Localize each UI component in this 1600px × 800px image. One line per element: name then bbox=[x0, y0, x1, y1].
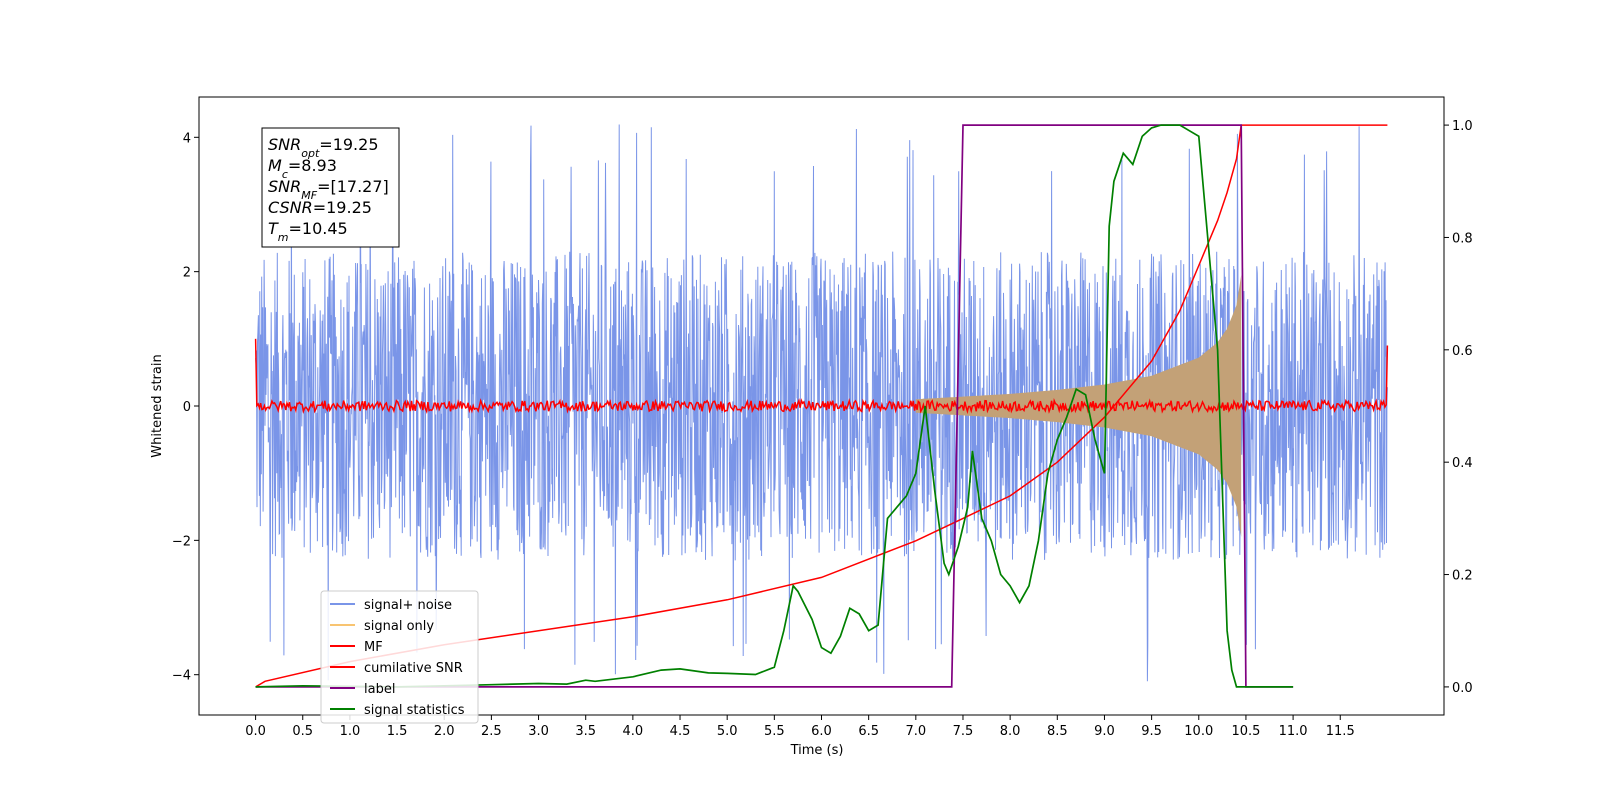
mf-series-line bbox=[254, 338, 1389, 415]
stats-annotation-subscript: opt bbox=[301, 147, 320, 160]
stats-annotation-value: =19.25 bbox=[313, 198, 372, 217]
x-tick-label: 6.5 bbox=[858, 724, 879, 739]
stats-annotation-frame bbox=[261, 127, 400, 248]
x-tick-label: 6.0 bbox=[811, 724, 832, 739]
y2-tick-label: 0.8 bbox=[1452, 231, 1473, 246]
legend-label: signal only bbox=[364, 619, 434, 634]
y2-tick-label: 0.6 bbox=[1452, 344, 1473, 359]
stats-annotation-line: Tm=10.45 bbox=[268, 219, 348, 244]
stats-annotation-line: CSNR=19.25 bbox=[268, 198, 372, 217]
stats-annotation-line: Mc=8.93 bbox=[268, 156, 337, 181]
x-axis-label: Time (s) bbox=[790, 743, 844, 758]
legend-label: signal+ noise bbox=[364, 598, 452, 613]
y2-tick-label: 0.0 bbox=[1452, 681, 1473, 696]
stats-annotation-symbol: T bbox=[268, 219, 279, 238]
x-tick-label: 9.0 bbox=[1094, 724, 1115, 739]
legend-frame bbox=[320, 590, 479, 724]
stats-annotation-line: SNRMF=[17.27] bbox=[268, 177, 389, 202]
y-axis-ticks: −4 −2 0 2 4 bbox=[172, 131, 199, 684]
legend-label: MF bbox=[364, 640, 383, 655]
stats-annotation-subscript: MF bbox=[301, 189, 317, 202]
y-tick-label: −2 bbox=[172, 534, 191, 549]
legend-label: cumilative SNR bbox=[364, 661, 463, 676]
x-tick-label: 0.0 bbox=[245, 724, 266, 739]
x-tick-label: 5.5 bbox=[764, 724, 785, 739]
stats-annotation-symbol: CSNR bbox=[268, 198, 313, 217]
stats-annotation-box: SNRopt=19.25Mc=8.93SNRMF=[17.27]CSNR=19.… bbox=[261, 127, 400, 248]
x-tick-label: 9.5 bbox=[1141, 724, 1162, 739]
y2-tick-label: 1.0 bbox=[1452, 119, 1473, 134]
x-tick-label: 10.0 bbox=[1184, 724, 1213, 739]
x-tick-label: 0.5 bbox=[292, 724, 313, 739]
y-tick-label: 4 bbox=[183, 131, 191, 146]
signal-noise-series-line bbox=[255, 124, 1388, 682]
legend: signal+ noise signal only MF cumilative SNR… bbox=[320, 590, 479, 724]
stats-annotation-symbol: SNR bbox=[268, 135, 301, 154]
x-tick-label: 4.5 bbox=[670, 724, 691, 739]
x-tick-label: 3.0 bbox=[528, 724, 549, 739]
x-tick-label: 11.5 bbox=[1326, 724, 1355, 739]
y2-tick-label: 0.4 bbox=[1452, 456, 1473, 471]
stats-annotation-subscript: c bbox=[282, 168, 288, 181]
x-tick-label: 2.5 bbox=[481, 724, 502, 739]
y-tick-label: 0 bbox=[183, 400, 191, 415]
y2-axis-ticks: 0.0 0.2 0.4 0.6 0.8 1.0 bbox=[1444, 119, 1473, 696]
x-tick-label: 11.0 bbox=[1279, 724, 1308, 739]
x-tick-label: 3.5 bbox=[575, 724, 596, 739]
x-tick-label: 10.5 bbox=[1231, 724, 1260, 739]
legend-label: label bbox=[364, 682, 395, 697]
x-tick-label: 4.0 bbox=[623, 724, 644, 739]
stats-annotation-value: =8.93 bbox=[288, 156, 337, 175]
x-tick-label: 7.0 bbox=[905, 724, 926, 739]
signal-statistics-series-line bbox=[255, 124, 1294, 688]
y-tick-label: 2 bbox=[183, 266, 191, 281]
x-tick-label: 1.5 bbox=[387, 724, 408, 739]
stats-annotation-value: =10.45 bbox=[289, 219, 348, 238]
stats-annotation-value: =19.25 bbox=[319, 135, 378, 154]
stats-annotation-value: =[17.27] bbox=[317, 177, 389, 196]
x-tick-label: 7.5 bbox=[953, 724, 974, 739]
x-tick-label: 8.0 bbox=[1000, 724, 1021, 739]
stats-annotation-subscript: m bbox=[278, 231, 289, 244]
x-tick-label: 2.0 bbox=[434, 724, 455, 739]
x-tick-label: 5.0 bbox=[717, 724, 738, 739]
stats-annotation-symbol: SNR bbox=[268, 177, 301, 196]
x-tick-label: 8.5 bbox=[1047, 724, 1068, 739]
stats-annotation-line: SNRopt=19.25 bbox=[268, 135, 379, 160]
x-axis-ticks: 0.0 0.5 1.0 1.5 2.0 2.5 3.0 3.5 4.0 4.5 5.0 5.5 6.0 6… bbox=[245, 715, 1355, 739]
x-tick-label: 1.0 bbox=[340, 724, 361, 739]
y-tick-label: −4 bbox=[172, 669, 191, 684]
legend-label: signal statistics bbox=[364, 703, 465, 718]
y2-tick-label: 0.2 bbox=[1452, 569, 1473, 584]
y-axis-label: Whitened strain bbox=[150, 354, 165, 457]
stats-annotation-symbol: M bbox=[268, 156, 282, 175]
